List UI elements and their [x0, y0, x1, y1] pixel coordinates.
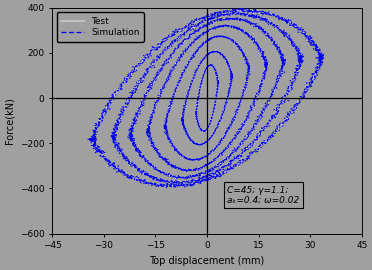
Text: C=45; γ=1.1;
aₖ=0.4; ω=0.02: C=45; γ=1.1; aₖ=0.4; ω=0.02: [227, 185, 299, 205]
Legend: Test, Simulation: Test, Simulation: [57, 12, 144, 42]
Y-axis label: Force(kN): Force(kN): [4, 97, 14, 144]
X-axis label: Top displacement (mm): Top displacement (mm): [150, 256, 265, 266]
